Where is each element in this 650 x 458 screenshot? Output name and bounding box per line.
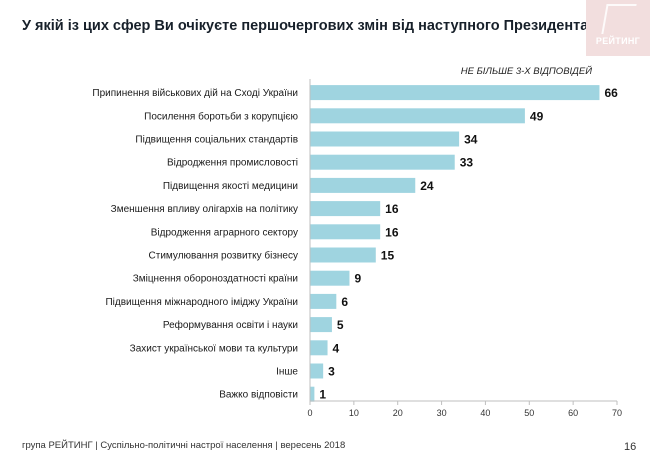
bar bbox=[310, 154, 455, 170]
data-label: 3 bbox=[328, 365, 335, 379]
bar bbox=[310, 340, 328, 356]
chart-title: У якій із цих сфер Ви очікуєте першочерг… bbox=[22, 18, 650, 34]
category-label: Важко відповісти bbox=[219, 390, 298, 401]
category-label: Відродження аграрного сектору bbox=[151, 227, 298, 238]
data-label: 9 bbox=[354, 272, 361, 286]
data-label: 33 bbox=[460, 156, 474, 170]
bar bbox=[310, 177, 416, 193]
data-label: 16 bbox=[385, 202, 399, 216]
category-label: Стимулювання розвитку бізнесу bbox=[149, 250, 298, 262]
data-label: 15 bbox=[381, 249, 395, 263]
x-tick-label: 10 bbox=[349, 408, 359, 418]
bar bbox=[310, 363, 324, 379]
category-label: Реформування освіти і науки bbox=[163, 319, 298, 331]
page-number: 16 bbox=[624, 441, 637, 453]
data-label: 1 bbox=[319, 388, 326, 402]
data-label: 34 bbox=[464, 133, 478, 147]
bar bbox=[310, 270, 350, 286]
data-label: 24 bbox=[420, 179, 434, 193]
bar bbox=[310, 224, 381, 240]
data-label: 49 bbox=[530, 109, 544, 123]
x-tick-label: 0 bbox=[307, 408, 312, 418]
data-label: 5 bbox=[337, 318, 344, 332]
bar bbox=[310, 131, 460, 147]
x-tick-label: 70 bbox=[612, 408, 622, 418]
data-label: 4 bbox=[333, 341, 340, 355]
bar bbox=[310, 317, 332, 333]
category-label: Зміцнення обороноздатності країни bbox=[133, 273, 298, 285]
logo-text: РЕЙТИНГ bbox=[595, 36, 641, 46]
bar bbox=[310, 386, 315, 402]
x-tick-label: 50 bbox=[524, 408, 534, 418]
x-tick-label: 60 bbox=[568, 408, 578, 418]
category-label: Припинення військових дій на Сході Украї… bbox=[92, 88, 298, 99]
category-label: Підвищення якості медицини bbox=[163, 181, 298, 192]
category-label: Підвищення міжнародного іміджу України bbox=[105, 297, 298, 308]
x-tick-label: 20 bbox=[393, 408, 403, 418]
category-label: Підвищення соціальних стандартів bbox=[135, 135, 298, 146]
response-note: НЕ БІЛЬШЕ 3-Х ВІДПОВІДЕЙ bbox=[460, 66, 592, 77]
bar bbox=[310, 108, 525, 124]
category-label: Посилення боротьби з корупцією bbox=[144, 110, 298, 122]
bar bbox=[310, 85, 600, 101]
bar bbox=[310, 247, 376, 263]
brand-logo: РЕЙТИНГ bbox=[586, 0, 650, 56]
x-tick-label: 40 bbox=[480, 408, 490, 418]
category-label: Відродження промисловості bbox=[167, 158, 298, 169]
bar bbox=[310, 293, 337, 309]
footer-source: група РЕЙТИНГ | Суспільно-політичні наст… bbox=[22, 440, 346, 451]
data-label: 16 bbox=[385, 225, 399, 239]
x-tick-label: 30 bbox=[437, 408, 447, 418]
bar bbox=[310, 201, 381, 217]
category-label: Захист української мови та культури bbox=[130, 343, 298, 354]
category-label: Інше bbox=[276, 367, 298, 378]
category-label: Зменшення впливу олігархів на політику bbox=[111, 204, 298, 215]
data-label: 6 bbox=[341, 295, 348, 309]
data-label: 66 bbox=[604, 86, 618, 100]
